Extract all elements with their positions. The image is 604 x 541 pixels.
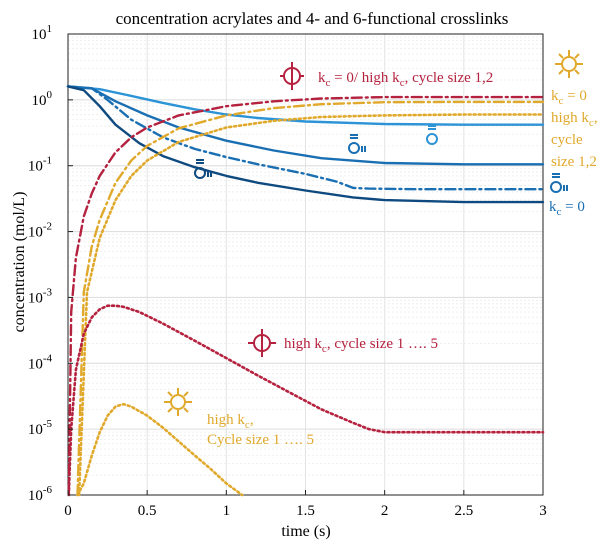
- y-tick-label: 100: [32, 89, 53, 109]
- crosslink-6-functional-icon-gold-right: [555, 50, 583, 78]
- annotation-gold-right-4: size 1,2: [551, 154, 597, 170]
- ring-icon-blue-right: [550, 173, 568, 193]
- chart-title: concentration acrylates and 4- and 6-fun…: [116, 9, 509, 28]
- ring-icon-light-blue: [426, 125, 438, 145]
- y-tick-label: 10-6: [28, 484, 53, 504]
- x-tick-label: 1.5: [296, 503, 315, 519]
- y-tick-label: 10-5: [28, 418, 53, 438]
- y-tick-label: 10-4: [28, 352, 53, 372]
- crosslink-4-functional-icon-red-top: [280, 62, 304, 90]
- x-tick-label: 2.5: [454, 503, 473, 519]
- series-line-3: [66, 85, 545, 191]
- y-tick-label: 101: [32, 23, 53, 43]
- crosslink-4-functional-icon-red-mid: [248, 329, 276, 357]
- x-tick-label: 0.5: [138, 503, 157, 519]
- y-tick-label: 10-1: [28, 155, 52, 175]
- annotation-gold-right-1: kc = 0: [551, 88, 587, 107]
- annotation-blue-right: kc = 0: [549, 199, 585, 218]
- x-tick-label: 0: [64, 503, 72, 519]
- series-line-8: [67, 304, 545, 497]
- series-line-6: [76, 100, 545, 497]
- y-axis-label: concentration (mol/L): [11, 192, 28, 333]
- annotation-gold-right-3: cycle: [551, 132, 583, 148]
- series-line-1: [66, 85, 545, 126]
- grid: [67, 34, 544, 496]
- annotation-red-top: kc = 0/ high kc, cycle size 1,2: [318, 70, 493, 89]
- x-tick-labels: 0 0.5 1 1.5 2 2.5 3: [64, 490, 547, 519]
- annotation-gold-low-1: high kc,: [207, 412, 254, 431]
- x-tick-label: 1: [223, 503, 231, 519]
- y-tick-label: 10-2: [28, 221, 52, 241]
- annotation-gold-right-2: high kc,: [551, 110, 598, 129]
- series-line-5: [67, 95, 545, 497]
- series-layer: [66, 85, 545, 497]
- x-tick-label: 3: [539, 503, 547, 519]
- annotation-red-mid: high kc, cycle size 1 …. 5: [284, 336, 438, 355]
- y-tick-labels: 10-6 10-5 10-4 10-3 10-2 10-1 100 101: [28, 23, 73, 504]
- ring-icon-dark-blue: [194, 159, 212, 179]
- series-line-9: [76, 402, 244, 497]
- y-tick-label: 10-3: [28, 286, 53, 306]
- crosslink-6-functional-icon-gold-low: [164, 388, 192, 416]
- x-axis-label: time (s): [281, 523, 330, 540]
- ring-icon-mid-blue: [348, 134, 366, 154]
- x-tick-label: 2: [381, 503, 389, 519]
- annotation-gold-low-2: Cycle size 1 …. 5: [207, 432, 314, 448]
- series-line-2: [66, 85, 545, 166]
- series-line-7: [77, 113, 545, 497]
